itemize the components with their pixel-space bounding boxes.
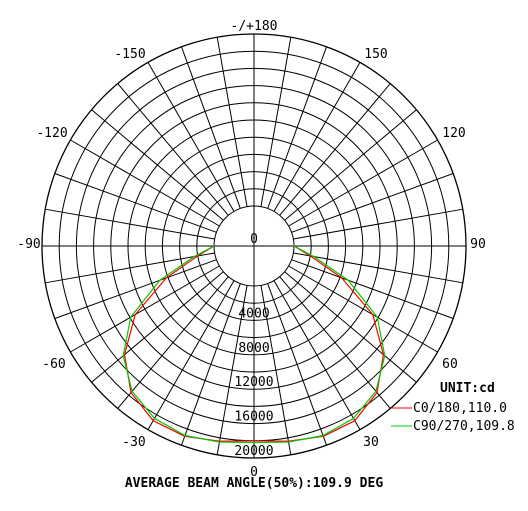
grid-spoke xyxy=(45,208,215,240)
angle-label: 120 xyxy=(442,126,465,141)
series-point-1 xyxy=(375,390,377,392)
grid-spoke xyxy=(260,37,292,207)
radial-tick-label: 0 xyxy=(250,232,258,247)
grid-spoke xyxy=(70,139,220,227)
legend: C0/180,110.0 C90/270,109.8 xyxy=(391,401,515,434)
legend-label-c0-180: C0/180,110.0 xyxy=(413,401,507,416)
series-point-0 xyxy=(341,277,343,279)
series-point-0 xyxy=(134,313,136,316)
series-point-1 xyxy=(376,316,378,318)
series-point-1 xyxy=(213,245,215,247)
grid-spoke xyxy=(91,271,224,383)
series-point-1 xyxy=(293,245,295,247)
grid-spoke xyxy=(117,276,229,409)
polar-grid xyxy=(41,33,467,459)
series-point-1 xyxy=(322,434,324,437)
grid-spoke xyxy=(147,280,235,430)
angle-label: 0 xyxy=(250,465,258,480)
series-point-0 xyxy=(354,420,356,422)
series-point-1 xyxy=(153,417,156,420)
grid-spoke xyxy=(291,173,454,233)
angle-label: 30 xyxy=(363,435,379,450)
grid-spoke xyxy=(284,271,417,383)
series-point-1 xyxy=(384,355,386,357)
series-point-1 xyxy=(218,441,221,443)
series-point-1 xyxy=(352,417,355,420)
angle-label: -30 xyxy=(122,435,145,450)
angle-label: -60 xyxy=(42,357,65,372)
angle-label: -120 xyxy=(36,126,67,141)
series-point-0 xyxy=(372,313,374,316)
grid-spoke xyxy=(181,283,241,446)
grid-spoke xyxy=(293,208,463,240)
unit-label: UNIT:cd xyxy=(440,381,495,396)
grid-spoke xyxy=(181,46,241,209)
series-point-1 xyxy=(253,441,255,444)
radial-tick-label: 16000 xyxy=(234,410,273,425)
series-point-0 xyxy=(130,391,132,394)
grid-spoke xyxy=(293,252,463,284)
beam-angle-footer: AVERAGE BEAM ANGLE(50%):109.9 DEG xyxy=(125,476,383,491)
series-point-0 xyxy=(123,354,126,356)
angle-label: 90 xyxy=(470,237,486,252)
series-point-1 xyxy=(184,434,186,437)
series-point-1 xyxy=(313,255,315,258)
grid-spoke xyxy=(279,276,391,409)
series-point-0 xyxy=(253,440,255,442)
series-point-1 xyxy=(130,316,132,318)
grid-spoke xyxy=(291,259,454,319)
radial-tick-label: 12000 xyxy=(234,375,273,390)
series-point-0 xyxy=(165,277,167,279)
grid-spoke xyxy=(260,285,292,455)
series-point-1 xyxy=(347,279,349,281)
grid-spoke xyxy=(216,285,248,455)
series-point-0 xyxy=(376,391,378,394)
radial-tick-label: 4000 xyxy=(238,306,269,321)
grid-spoke xyxy=(54,173,217,233)
angle-label: -/+180 xyxy=(231,19,278,34)
grid-spoke xyxy=(70,265,220,353)
legend-label-c90-270: C90/270,109.8 xyxy=(413,419,515,434)
series-point-1 xyxy=(159,279,161,281)
grid-spoke xyxy=(54,259,217,319)
series-point-0 xyxy=(197,255,199,257)
grid-spoke xyxy=(273,62,361,212)
grid-spoke xyxy=(45,252,215,284)
series-point-0 xyxy=(382,354,385,356)
series-point-0 xyxy=(152,420,154,422)
grid-spoke xyxy=(288,139,438,227)
radial-tick-label: 20000 xyxy=(234,444,273,459)
grid-spoke xyxy=(288,265,438,353)
angle-label: -150 xyxy=(114,47,145,62)
grid-spoke xyxy=(117,83,229,216)
series-point-1 xyxy=(131,390,133,392)
grid-spoke xyxy=(267,283,327,446)
grid-spoke xyxy=(91,109,224,221)
series-layer xyxy=(122,245,386,444)
series-point-0 xyxy=(309,255,311,257)
angle-label: 60 xyxy=(442,357,458,372)
radial-tick-label: 8000 xyxy=(238,341,269,356)
grid-spoke xyxy=(284,109,417,221)
grid-spoke xyxy=(267,46,327,209)
grid-spoke xyxy=(273,280,361,430)
grid-spoke xyxy=(147,62,235,212)
labels-layer: 0 4000 8000 12000 16000 20000 -/+180 -150 150 -12… xyxy=(17,19,486,480)
series-point-1 xyxy=(193,255,195,258)
series-point-1 xyxy=(287,441,290,443)
angle-label: 150 xyxy=(364,47,387,62)
series-point-1 xyxy=(122,355,124,357)
grid-spoke xyxy=(279,83,391,216)
grid-spoke xyxy=(216,37,248,207)
angle-label: -90 xyxy=(17,237,40,252)
